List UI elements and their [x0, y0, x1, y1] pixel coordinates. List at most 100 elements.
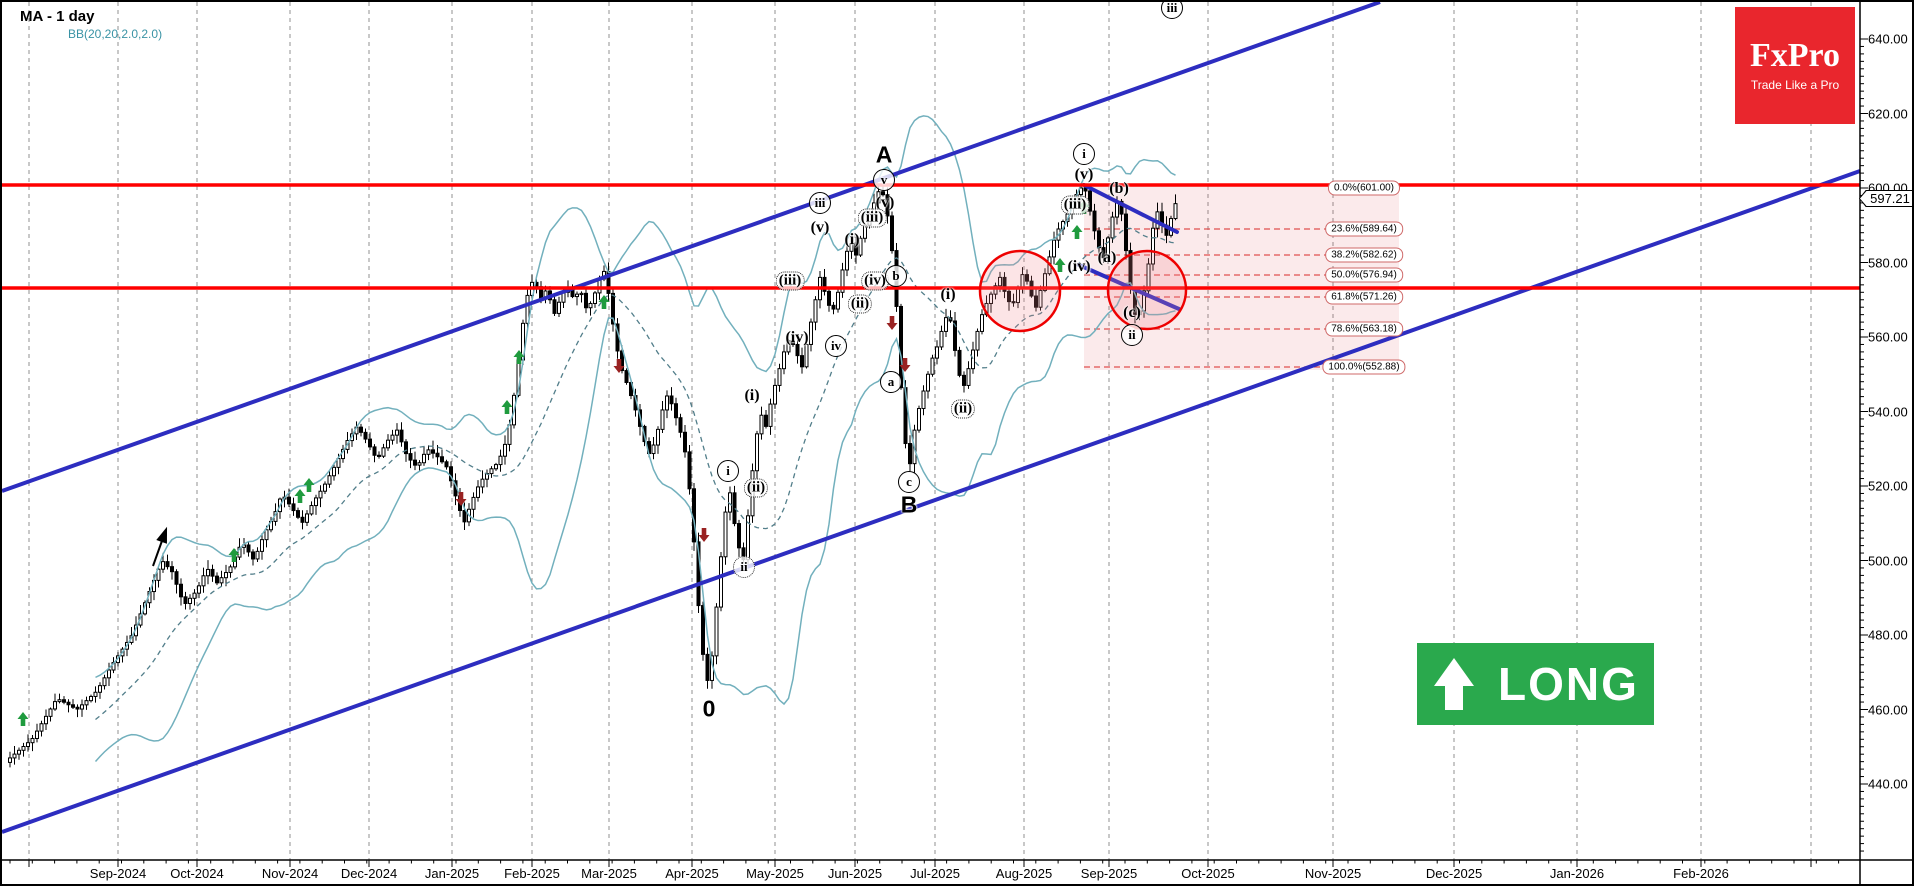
long-signal-badge: LONG: [1417, 643, 1654, 725]
fib-level-label: 100.0%(552.88): [1322, 359, 1406, 375]
highlight-circle: [1106, 249, 1188, 331]
time-axis-label: May-2025: [746, 866, 804, 881]
wave-label-i: (i): [940, 286, 956, 303]
bollinger-upper-band: [95, 115, 1176, 679]
time-axis-label: Apr-2025: [665, 866, 719, 881]
time-axis-label: Nov-2024: [261, 866, 319, 881]
buy-arrow-icon: [1071, 225, 1083, 239]
sell-arrow-icon: [698, 528, 710, 542]
wave-label-iii: iii: [809, 192, 831, 214]
fib-level-label: 38.2%(582.62): [1325, 247, 1403, 263]
fxpro-logo: FxPro Trade Like a Pro: [1735, 7, 1855, 124]
time-axis-label: Jul-2025: [910, 866, 960, 881]
wave-label-A: A: [875, 141, 893, 168]
fib-level-label: 50.0%(576.94): [1325, 267, 1403, 283]
wave-label-a: (a): [1097, 249, 1117, 266]
trend-arrow-head: [156, 526, 168, 544]
time-axis-label: Aug-2025: [995, 866, 1053, 881]
time-axis-label: Mar-2025: [581, 866, 637, 881]
wave-label-c: (c): [1123, 304, 1141, 321]
buy-arrow-icon: [598, 295, 610, 309]
signal-label: LONG: [1498, 658, 1639, 710]
price-axis-label: 620.00: [1868, 106, 1908, 121]
wave-label-c: c: [898, 471, 920, 493]
wave-label-iv: (iv): [1067, 258, 1091, 275]
time-axis-label: Feb-2025: [504, 866, 560, 881]
wave-label-iii: iii: [1161, 2, 1183, 19]
wave-label-v: v: [873, 169, 895, 191]
upper-channel: [2, 2, 1381, 493]
wave-label-a: a: [880, 371, 902, 393]
wave-label-B: B: [900, 491, 918, 518]
wave-label-ii: ii: [733, 556, 755, 578]
wave-label-i: i: [1073, 143, 1095, 165]
symbol-title: MA - 1 day: [20, 8, 95, 25]
price-axis-label: 480.00: [1868, 627, 1908, 643]
time-axis-label: Dec-2025: [1425, 866, 1483, 881]
time-axis-label: Jan-2025: [424, 866, 480, 881]
time-axis-label: Sep-2025: [1080, 866, 1138, 881]
sell-arrow-icon: [455, 492, 467, 506]
time-axis-label: Nov-2025: [1304, 866, 1362, 881]
fib-level-label: 78.6%(563.18): [1325, 321, 1403, 337]
buy-arrow-icon: [228, 548, 240, 562]
fib-level-label: 23.6%(589.64): [1325, 221, 1403, 237]
current-price-label: 597.21: [1859, 190, 1912, 207]
price-axis-label: 500.00: [1868, 553, 1908, 568]
price-axis-label: 440.00: [1868, 776, 1908, 792]
fib-level-label: 61.8%(571.26): [1325, 289, 1403, 305]
wave-label-iv: (iv): [861, 271, 889, 291]
wave-label-v: (v): [875, 194, 895, 211]
buy-arrow-icon: [303, 478, 315, 492]
buy-arrow-icon: [1054, 258, 1066, 272]
wave-label-iv: iv: [825, 335, 847, 357]
price-axis-label: 640.00: [1868, 31, 1908, 47]
wave-label-i: (i): [744, 387, 760, 404]
price-axis-label: 580.00: [1868, 255, 1908, 270]
wave-label-ii: (ii): [847, 294, 873, 314]
sell-arrow-icon: [613, 359, 625, 373]
bollinger-lower-band: [94, 282, 1176, 763]
price-axis-label: 460.00: [1868, 702, 1908, 717]
price-axis-label: 540.00: [1868, 404, 1908, 419]
wave-label-iv: (iv): [785, 329, 809, 346]
sell-arrow-icon: [886, 316, 898, 330]
wave-label-v: (v): [810, 219, 830, 236]
highlight-circle: [978, 249, 1062, 333]
candlesticks: [8, 183, 1178, 768]
wave-label-ii: (ii): [743, 478, 769, 498]
indicator-label: BB(20,20,2.0,2.0): [68, 27, 163, 41]
up-arrow-icon: [1434, 658, 1475, 710]
wave-label-b: (b): [1109, 180, 1129, 197]
buy-arrow-icon: [501, 400, 513, 414]
wave-label-ii: (ii): [950, 399, 976, 419]
time-axis-label: Jan-2026: [1549, 866, 1605, 881]
time-axis-label: Oct-2025: [1181, 866, 1235, 881]
lower-channel: [2, 169, 1861, 834]
buy-arrow-icon: [513, 350, 525, 364]
price-axis-label: 520.00: [1868, 478, 1908, 494]
wave-label-iii: (iii): [1060, 195, 1090, 215]
fxpro-logo-tagline: Trade Like a Pro: [1750, 78, 1840, 92]
price-axis-label: 560.00: [1868, 329, 1908, 345]
wave-label-iii: (iii): [857, 208, 887, 228]
wave-label-0: 0: [702, 695, 716, 722]
buy-arrow-icon: [294, 489, 306, 503]
time-axis-label: Jun-2025: [827, 866, 883, 881]
buy-arrow-icon: [17, 712, 29, 726]
trend-arrow-stem: [152, 537, 164, 567]
time-axis-label: Sep-2024: [89, 866, 147, 881]
wave-label-iii: (iii): [775, 271, 805, 291]
wave-label-v: (v): [1074, 166, 1094, 183]
sell-arrow-icon: [899, 358, 911, 372]
wave-label-ii: ii: [1121, 324, 1143, 346]
time-axis-label: Dec-2024: [340, 866, 398, 881]
bollinger-middle-band: [95, 227, 1176, 720]
fxpro-logo-brand: FxPro: [1749, 37, 1840, 74]
wave-label-i: (i): [844, 231, 860, 248]
fib-level-label: 0.0%(601.00): [1327, 180, 1401, 196]
wave-label-b: b: [885, 265, 907, 287]
wave-label-i: i: [717, 460, 739, 482]
